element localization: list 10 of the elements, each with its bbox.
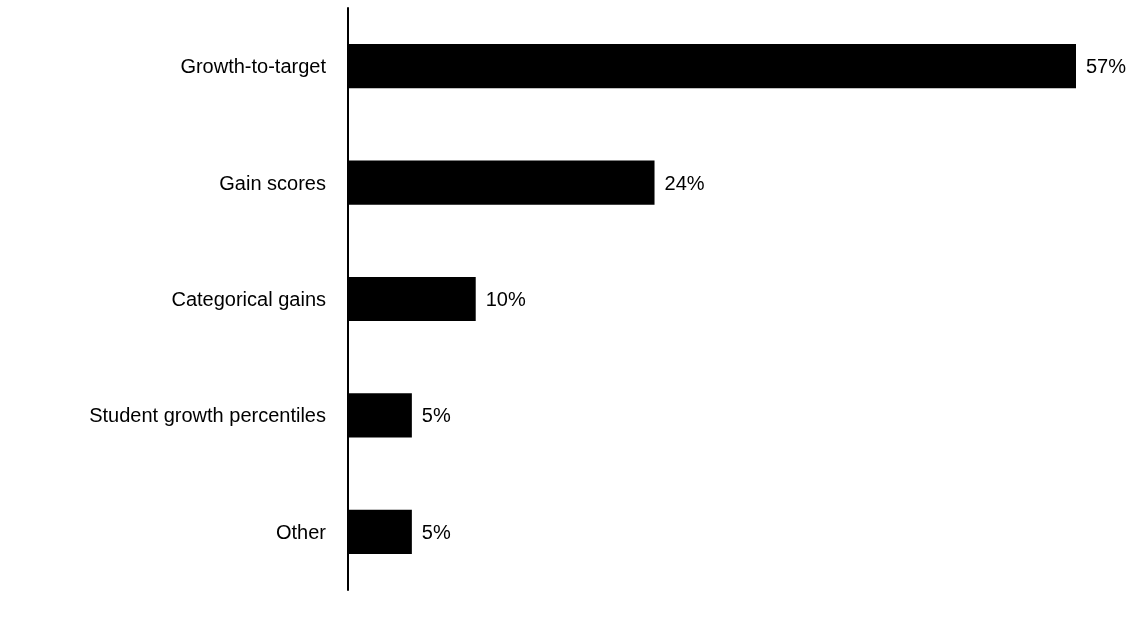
y-tick-label: Other (275, 520, 327, 543)
data-label: 5% (421, 404, 451, 427)
data-label: 57% (1086, 55, 1127, 78)
data-label: 5% (421, 520, 451, 543)
y-tick-label: Growth-to-target (180, 55, 327, 78)
data-label: 24% (664, 171, 705, 194)
data-label: 10% (485, 288, 526, 310)
y-tick-label: Student growth percentiles (89, 404, 326, 427)
y-tick-label: Categorical gains (171, 288, 326, 310)
y-tick-label: Gain scores (219, 171, 326, 194)
